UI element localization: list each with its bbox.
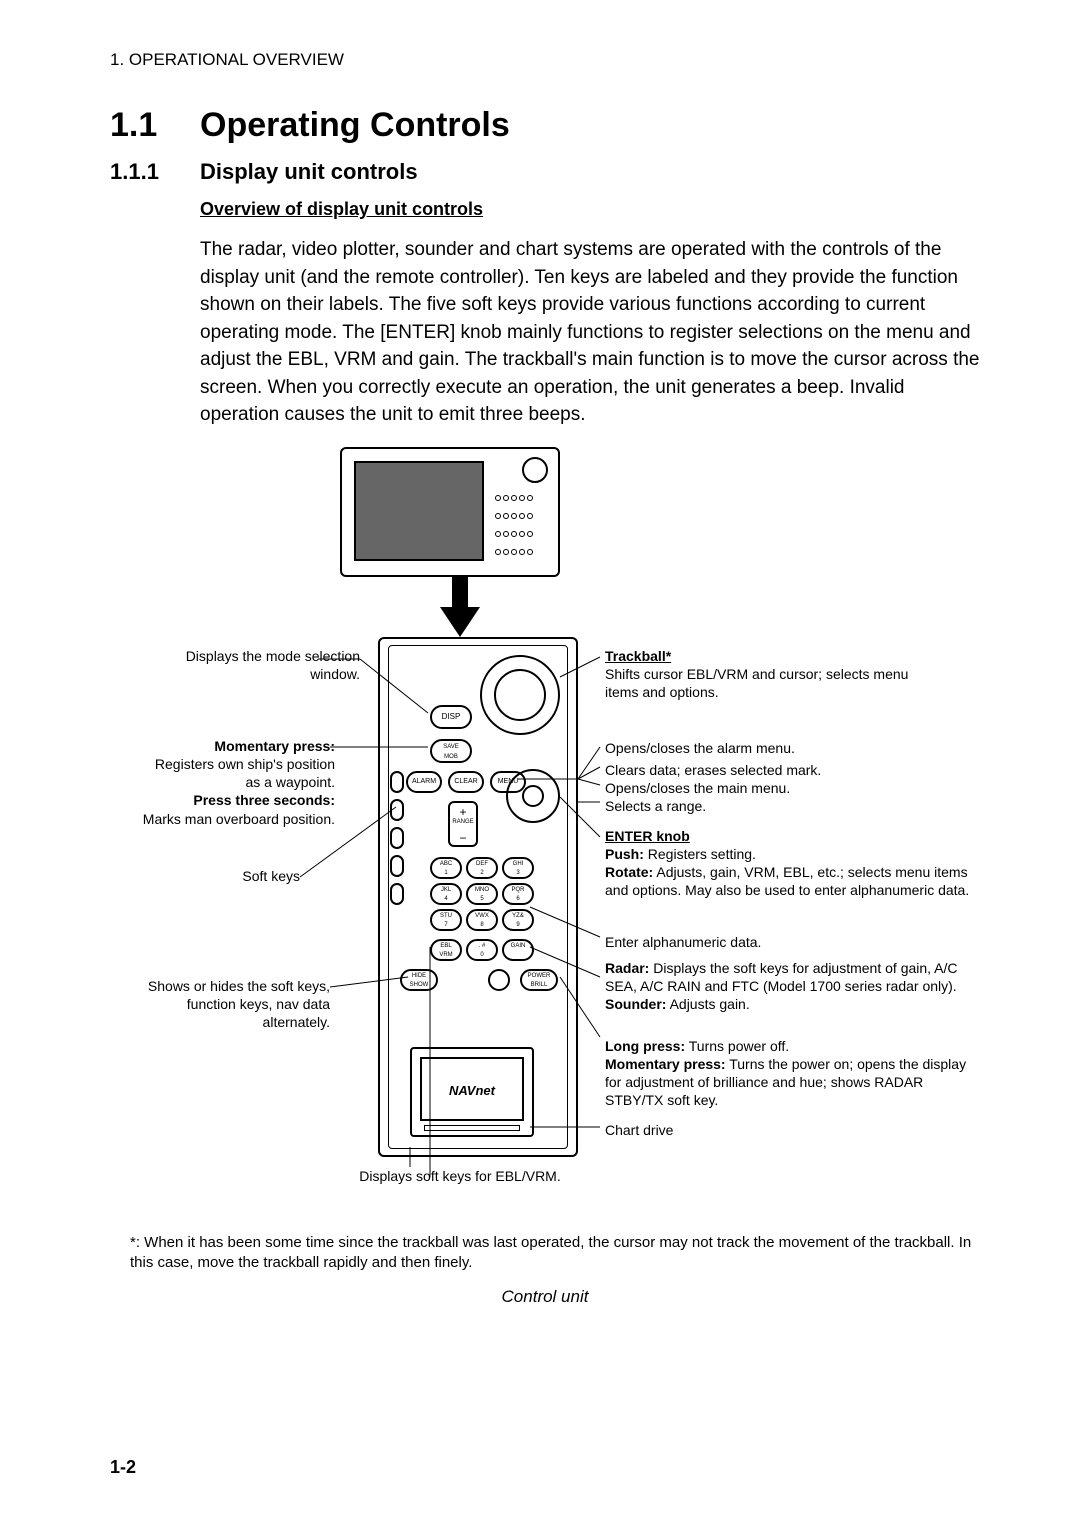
hide-show-button-icon: HIDESHOW	[400, 969, 438, 991]
sub-subsection-heading: Overview of display unit controls	[200, 199, 980, 220]
page-number: 1-2	[110, 1457, 136, 1478]
key-0-icon: . #0	[466, 939, 498, 961]
control-unit-body: DISP SAVEMOB ALARM CLEAR MENU +RANGE− AB…	[378, 637, 578, 1157]
device-screen-icon	[354, 461, 484, 561]
disp-button-icon: DISP	[430, 705, 472, 729]
soft-keys-icon	[390, 771, 404, 905]
callout-chart-drive: Chart drive	[605, 1121, 945, 1139]
key-7: STU7	[430, 909, 462, 931]
trackball-icon	[480, 655, 560, 735]
keypad-icon: ABC1 DEF2 GHI3 JKL4 MNO5 PQR6 STU7 VWX8 …	[430, 857, 534, 931]
arrow-down-icon	[440, 577, 480, 637]
callout-trackball: Trackball* Shifts cursor EBL/VRM and cur…	[605, 647, 945, 702]
ebl-gain-row: EBLVRM . #0 GAIN	[430, 939, 534, 961]
key-8: VWX8	[466, 909, 498, 931]
subsection-number: 1.1.1	[110, 159, 200, 185]
section-title: Operating Controls	[200, 106, 510, 144]
section-heading: 1.1Operating Controls	[110, 106, 980, 145]
key-6: PQR6	[502, 883, 534, 905]
figure-caption: Control unit	[110, 1287, 980, 1307]
device-buttons-icon	[494, 489, 544, 559]
callout-alarm: Opens/closes the alarm menu.	[605, 739, 945, 757]
callout-range: Selects a range.	[605, 797, 945, 815]
gain-button-icon: GAIN	[502, 939, 534, 961]
save-mob-button-icon: SAVEMOB	[430, 739, 472, 763]
body-paragraph: The radar, video plotter, sounder and ch…	[200, 236, 980, 429]
key-3: GHI3	[502, 857, 534, 879]
display-unit-icon	[340, 447, 560, 577]
callout-power: Long press: Turns power off. Momentary p…	[605, 1037, 985, 1110]
callout-hide-show: Shows or hides the soft keys, function k…	[130, 977, 330, 1032]
callout-save-mob: Momentary press: Registers own ship's po…	[140, 737, 335, 828]
section-number: 1.1	[110, 106, 200, 145]
navnet-chart-drive-icon: NAVnet	[410, 1047, 534, 1137]
page-header: 1. OPERATIONAL OVERVIEW	[110, 50, 980, 70]
key-9: YZ&9	[502, 909, 534, 931]
power-brill-button-icon: POWERBRILL	[520, 969, 558, 991]
callout-clear: Clears data; erases selected mark.	[605, 761, 945, 779]
key-5: MNO5	[466, 883, 498, 905]
key-2: DEF2	[466, 857, 498, 879]
bottom-row: HIDESHOW POWERBRILL	[400, 969, 558, 991]
callout-ebl-vrm: Displays soft keys for EBL/VRM.	[310, 1167, 610, 1185]
callout-alphanumeric: Enter alphanumeric data.	[605, 933, 945, 951]
alarm-button-icon: ALARM	[406, 771, 442, 793]
subsection-heading: 1.1.1Display unit controls	[110, 159, 980, 185]
callout-soft-keys: Soft keys	[220, 867, 300, 885]
navnet-label: NAVnet	[412, 1083, 532, 1098]
callout-mode-selection: Displays the mode selection window.	[170, 647, 360, 683]
callout-menu: Opens/closes the main menu.	[605, 779, 945, 797]
callout-enter-knob: ENTER knob Push: Registers setting. Rota…	[605, 827, 975, 900]
key-4: JKL4	[430, 883, 462, 905]
key-1: ABC1	[430, 857, 462, 879]
clear-button-icon: CLEAR	[448, 771, 484, 793]
subsection-title: Display unit controls	[200, 159, 418, 184]
ebl-vrm-button-icon: EBLVRM	[430, 939, 462, 961]
range-button-icon: +RANGE−	[448, 801, 478, 847]
enter-knob-icon	[506, 769, 560, 823]
control-unit-diagram: DISP SAVEMOB ALARM CLEAR MENU +RANGE− AB…	[130, 447, 990, 1227]
circle-button-icon	[488, 969, 510, 991]
device-knob-icon	[522, 457, 548, 483]
footnote: *: When it has been some time since the …	[130, 1233, 980, 1274]
callout-gain: Radar: Displays the soft keys for adjust…	[605, 959, 985, 1014]
